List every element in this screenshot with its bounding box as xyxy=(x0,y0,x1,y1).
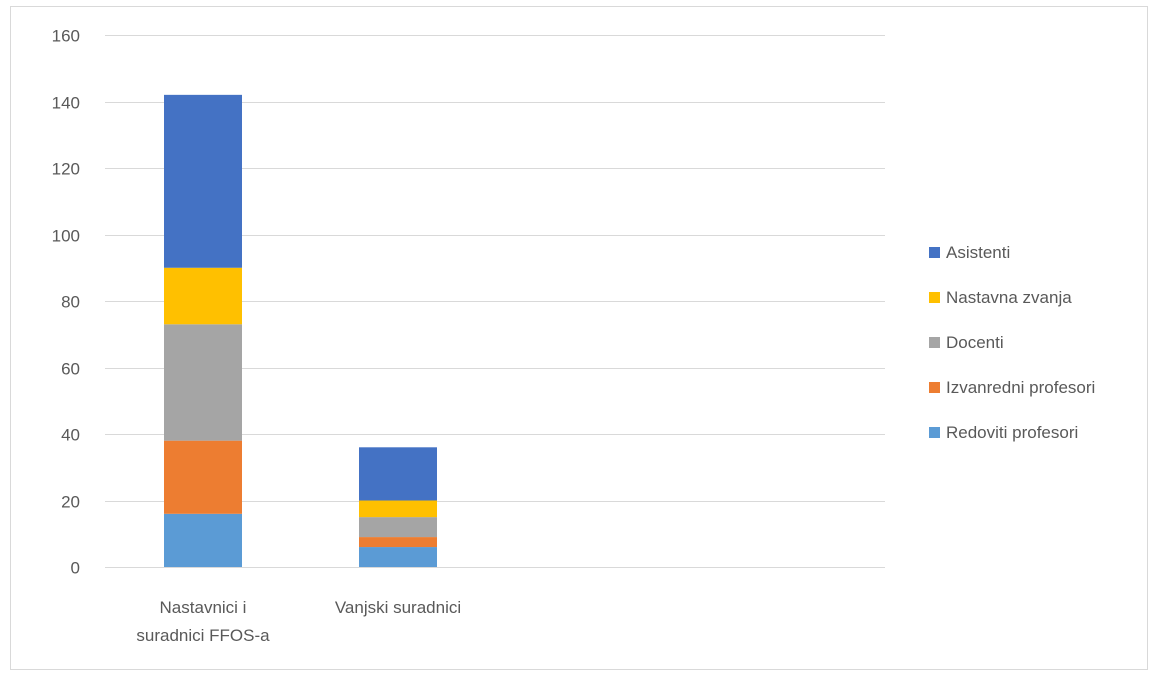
bar-segment-docenti-0 xyxy=(164,324,242,441)
legend-label: Nastavna zvanja xyxy=(946,288,1072,307)
legend-label: Docenti xyxy=(946,333,1004,352)
y-tick-label: 140 xyxy=(52,94,80,113)
legend-swatch xyxy=(929,382,940,393)
bar-segment-asistenti-1 xyxy=(359,447,437,501)
bar-segment-izvanredni-profesori-0 xyxy=(164,440,242,514)
y-tick-label: 40 xyxy=(61,426,80,445)
bars xyxy=(164,94,437,567)
legend-swatch xyxy=(929,247,940,258)
bar-segment-nastavna-zvanja-1 xyxy=(359,500,437,518)
y-tick-label: 80 xyxy=(61,293,80,312)
y-tick-label: 20 xyxy=(61,493,80,512)
y-tick-label: 120 xyxy=(52,160,80,179)
y-tick-label: 0 xyxy=(71,559,80,578)
y-axis: 0 20 40 60 80 100 120 140 160 xyxy=(52,27,80,578)
y-tick-label: 160 xyxy=(52,27,80,46)
bar-segment-izvanredni-profesori-1 xyxy=(359,537,437,548)
bar-segment-redoviti-profesori-1 xyxy=(359,547,437,567)
bar-segment-docenti-1 xyxy=(359,517,437,538)
legend-swatch xyxy=(929,427,940,438)
category-label: Vanjski suradnici xyxy=(335,598,461,617)
x-axis: Nastavnici i suradnici FFOS-a Vanjski sura… xyxy=(136,598,461,645)
legend-label: Asistenti xyxy=(946,243,1010,262)
y-tick-label: 100 xyxy=(52,227,80,246)
legend-label: Izvanredni profesori xyxy=(946,378,1095,397)
bar-segment-asistenti-0 xyxy=(164,94,242,268)
legend-swatch xyxy=(929,292,940,303)
category-label: Nastavnici i suradnici FFOS-a xyxy=(136,598,270,645)
y-tick-label: 60 xyxy=(61,360,80,379)
bar-segment-redoviti-profesori-0 xyxy=(164,513,242,567)
legend: Asistenti Nastavna zvanja Docenti Izvanredn… xyxy=(929,243,1095,442)
legend-swatch xyxy=(929,337,940,348)
legend-label: Redoviti profesori xyxy=(946,423,1078,442)
bar-segment-nastavna-zvanja-0 xyxy=(164,267,242,325)
